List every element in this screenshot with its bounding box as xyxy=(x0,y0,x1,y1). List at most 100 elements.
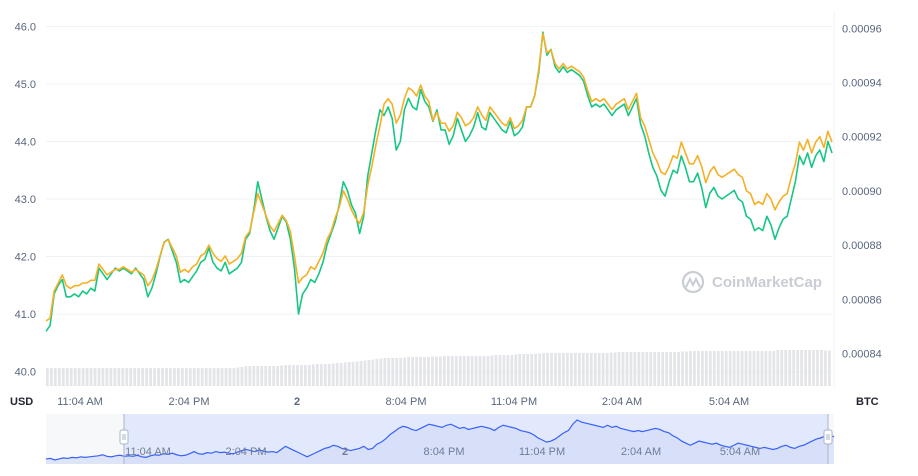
volume-bar xyxy=(724,351,728,386)
volume-bar xyxy=(502,355,506,386)
volume-bar xyxy=(554,353,557,386)
volume-bar xyxy=(395,358,399,386)
volume-bar xyxy=(169,368,172,386)
navigator-tick-label: 8:04 PM xyxy=(424,446,465,458)
volume-bar xyxy=(665,352,669,386)
watermark-text: CoinMarketCap xyxy=(712,274,822,291)
volume-bar xyxy=(53,368,57,386)
navigator-left-handle[interactable] xyxy=(119,414,129,464)
volume-bar xyxy=(375,359,379,386)
volume-bar xyxy=(105,368,109,386)
volume-bar xyxy=(415,357,418,386)
volume-bar xyxy=(581,353,585,386)
volume-bar xyxy=(260,366,264,386)
coinmarketcap-logo-icon xyxy=(681,270,705,294)
volume-bar xyxy=(510,355,514,386)
volume-bar xyxy=(669,352,673,386)
volume-bar xyxy=(462,356,466,386)
volume-bar xyxy=(708,351,712,386)
volume-bar xyxy=(129,368,133,386)
volume-bar xyxy=(46,368,49,386)
volume-bar xyxy=(117,368,121,386)
volume-bar xyxy=(601,353,605,386)
volume-bar xyxy=(816,350,819,386)
volume-bar xyxy=(530,354,534,386)
volume-bar xyxy=(177,368,180,386)
volume-bar xyxy=(506,355,510,386)
volume-bar xyxy=(494,355,498,386)
volume-bar xyxy=(442,356,446,386)
volume-bar xyxy=(474,356,478,386)
volume-bar xyxy=(403,357,407,386)
volume-bar xyxy=(454,356,458,386)
volume-bar xyxy=(292,365,295,386)
volume-bar xyxy=(558,353,561,386)
volume-bar xyxy=(419,357,422,386)
volume-bar xyxy=(800,350,804,386)
volume-bar xyxy=(81,368,85,386)
volume-bar xyxy=(792,350,796,386)
volume-bar xyxy=(435,356,438,386)
volume-bar xyxy=(296,365,299,386)
navigator-right-handle[interactable] xyxy=(823,414,833,464)
volume-bar xyxy=(585,353,589,386)
volume-bar xyxy=(188,368,192,386)
volume-bar xyxy=(518,354,522,386)
volume-bar xyxy=(689,351,692,386)
volume-bar xyxy=(145,368,149,386)
volume-bar xyxy=(192,368,196,386)
volume-bar xyxy=(300,365,303,386)
navigator-ticks: 11:04 AM 2:04 PM 2 8:04 PM 11:04 PM 2:04 AM 5:… xyxy=(125,446,760,458)
volume-bar xyxy=(69,368,73,386)
x-axis-ticks: 11:04 AM 2:04 PM 2 8:04 PM 11:04 PM 2:04 AM 5:… xyxy=(57,396,749,408)
volume-bar xyxy=(407,357,411,386)
volume-bar xyxy=(121,368,125,386)
volume-bar xyxy=(768,351,772,386)
volume-bar xyxy=(339,363,343,386)
volume-bar xyxy=(514,354,518,386)
volume-bar xyxy=(276,366,280,386)
volume-bar xyxy=(490,355,494,386)
grid-lines xyxy=(46,25,832,373)
volume-bar xyxy=(411,357,414,386)
navigator-tick-label: 5:04 AM xyxy=(720,446,760,458)
volume-bar xyxy=(450,356,454,386)
volume-bar xyxy=(65,368,69,386)
volume-bar xyxy=(466,356,470,386)
navigator-tick-label: 2 xyxy=(342,446,348,458)
volume-bar xyxy=(629,352,633,386)
volume-bar xyxy=(335,363,339,386)
volume-bar xyxy=(625,352,629,386)
volume-bar xyxy=(824,350,827,386)
volume-bar xyxy=(470,356,474,386)
volume-bar xyxy=(427,357,430,386)
volume-bar xyxy=(73,368,77,386)
volume-bar xyxy=(224,368,228,386)
volume-bar xyxy=(173,368,176,386)
volume-bar xyxy=(363,360,367,386)
volume-bar xyxy=(653,352,657,386)
volume-bar xyxy=(208,368,212,386)
volume-bar xyxy=(387,358,391,386)
x-tick-label: 5:04 AM xyxy=(709,396,749,408)
volume-bar xyxy=(311,364,315,386)
volume-bar xyxy=(61,368,65,386)
series-lines xyxy=(45,31,833,332)
volume-bar xyxy=(157,368,160,386)
left-tick-label: 40.0 xyxy=(15,367,36,379)
right-tick-label: 0.00086 xyxy=(842,294,882,306)
volume-bar xyxy=(605,353,609,386)
volume-bar xyxy=(216,368,220,386)
volume-bar xyxy=(704,351,708,386)
range-navigator[interactable]: 11:04 AM 2:04 PM 2 8:04 PM 11:04 PM 2:04 AM 5:… xyxy=(45,414,835,464)
navigator-tick-label: 11:04 AM xyxy=(125,446,171,458)
volume-bar xyxy=(431,356,434,386)
volume-bar xyxy=(534,353,538,386)
volume-bar xyxy=(550,353,553,386)
volume-bar xyxy=(613,352,617,386)
volume-bar xyxy=(264,366,268,386)
volume-bar xyxy=(486,356,490,386)
volume-bar xyxy=(125,368,129,386)
volume-bar xyxy=(101,368,105,386)
x-tick-label: 2:04 AM xyxy=(602,396,642,408)
